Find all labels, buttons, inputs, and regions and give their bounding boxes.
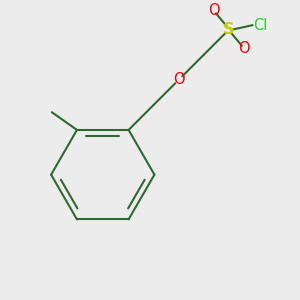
Text: Cl: Cl: [253, 18, 268, 33]
Text: O: O: [173, 72, 184, 87]
Text: S: S: [223, 22, 235, 37]
Text: O: O: [208, 3, 219, 18]
Text: O: O: [238, 41, 250, 56]
